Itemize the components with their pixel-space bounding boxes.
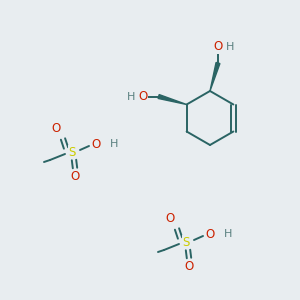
Text: O: O [51,122,61,136]
Text: O: O [165,212,175,226]
Text: O: O [184,260,194,274]
Text: O: O [92,137,100,151]
Polygon shape [210,62,220,91]
Text: S: S [68,146,76,158]
Text: H: H [110,139,118,149]
Text: O: O [206,227,214,241]
Text: H: H [126,92,135,101]
Text: H: H [226,42,234,52]
Text: O: O [213,40,223,53]
Text: O: O [138,90,147,103]
Text: O: O [70,170,80,184]
Polygon shape [158,94,187,104]
Text: S: S [182,236,190,248]
Text: H: H [224,229,232,239]
